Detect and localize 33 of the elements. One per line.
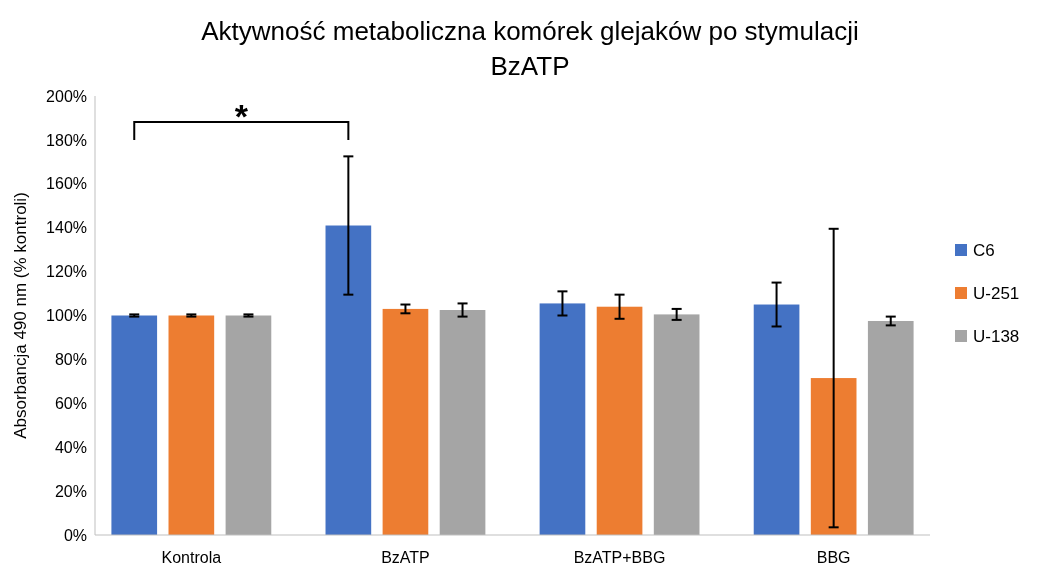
bar bbox=[596, 306, 643, 535]
x-tick-label: BzATP+BBG bbox=[573, 549, 666, 566]
bar bbox=[225, 315, 272, 535]
bar bbox=[753, 304, 800, 535]
bar bbox=[539, 303, 586, 535]
bar bbox=[810, 378, 857, 535]
y-tick-label: 140% bbox=[46, 219, 87, 237]
y-tick-label: 60% bbox=[54, 394, 87, 412]
y-tick-label: 40% bbox=[54, 438, 87, 456]
y-tick-label: 0% bbox=[63, 526, 87, 544]
y-tick-label: 200% bbox=[46, 87, 87, 105]
chart-title: Aktywność metaboliczna komórek glejaków po stymulacji BzATP bbox=[201, 16, 859, 81]
annotation: * bbox=[234, 97, 249, 135]
bar bbox=[653, 314, 700, 535]
bar bbox=[439, 310, 486, 535]
y-tick-label: 120% bbox=[46, 263, 87, 281]
legend-label: U-138 bbox=[973, 326, 1020, 346]
bar bbox=[111, 315, 158, 535]
bar bbox=[867, 320, 914, 535]
y-axis-title: Absorbancja 490 nm (% kontroli) bbox=[11, 192, 30, 439]
legend-label: C6 bbox=[973, 240, 995, 260]
x-tick-label: BzATP bbox=[381, 549, 430, 566]
y-tick-label: 20% bbox=[54, 482, 87, 500]
y-tick-label: 100% bbox=[46, 307, 87, 325]
bar bbox=[168, 315, 215, 535]
x-tick-label: BBG bbox=[816, 549, 851, 566]
y-tick-label: 80% bbox=[54, 351, 87, 368]
y-tick-label: 180% bbox=[46, 131, 87, 149]
bar bbox=[382, 308, 429, 535]
bar bbox=[325, 225, 372, 535]
y-tick-label: 160% bbox=[46, 175, 87, 193]
legend-label: U-251 bbox=[973, 283, 1020, 303]
x-tick-label: Kontrola bbox=[161, 549, 222, 566]
